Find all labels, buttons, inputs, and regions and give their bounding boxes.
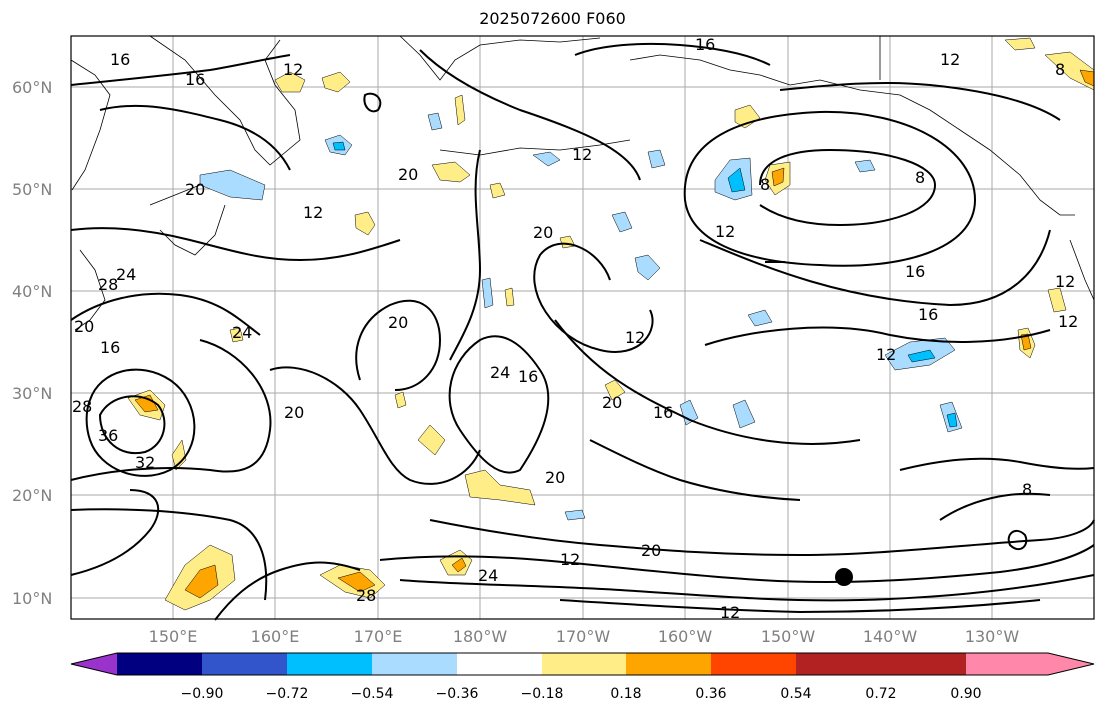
contour-label: 16 xyxy=(653,403,673,422)
lat-label: 30°N xyxy=(12,384,52,403)
colorbar-segment xyxy=(457,653,542,675)
contour-label: 8 xyxy=(1022,480,1032,499)
map-frame xyxy=(70,35,1095,620)
lon-label: 130°W xyxy=(965,627,1020,646)
lat-label: 40°N xyxy=(12,282,52,301)
lat-label: 50°N xyxy=(12,180,52,199)
contour-label: 32 xyxy=(135,453,155,472)
colorbar-extend-low xyxy=(71,653,117,675)
longitude-labels: 150°E 160°E 170°E 180°W 170°W 160°W 150°… xyxy=(149,627,1020,646)
lat-label: 60°N xyxy=(12,78,52,97)
contour-label: 24 xyxy=(116,265,136,284)
lon-label: 150°W xyxy=(761,627,816,646)
colorbar-tick-label: −0.36 xyxy=(436,686,479,702)
lon-label: 140°W xyxy=(863,627,918,646)
colorbar-tick-label: −0.90 xyxy=(181,686,224,702)
colorbar-extend-high-fill xyxy=(966,653,1094,675)
contour-label: 16 xyxy=(110,50,130,69)
contour-label: 20 xyxy=(641,541,661,560)
contour-label: 28 xyxy=(98,275,118,294)
colorbar-segment xyxy=(542,653,626,675)
contour-label: 20 xyxy=(545,468,565,487)
contour-label: 20 xyxy=(388,313,408,332)
contour-label: 12 xyxy=(1058,312,1078,331)
lon-label: 170°E xyxy=(354,627,403,646)
contour-label: 12 xyxy=(720,603,740,622)
colorbar-tick-label: −0.54 xyxy=(351,686,394,702)
colorbar-tick-label: 0.54 xyxy=(780,686,811,702)
contour-label: 12 xyxy=(572,145,592,164)
contour-label: 12 xyxy=(560,550,580,569)
contour-label: 16 xyxy=(695,35,715,54)
contour-label: 20 xyxy=(185,180,205,199)
contour-label: 8 xyxy=(915,168,925,187)
lon-label: 150°E xyxy=(149,627,198,646)
latitude-labels: 60°N 50°N 40°N 30°N 20°N 10°N xyxy=(12,78,52,608)
contour-label: 20 xyxy=(284,403,304,422)
location-marker xyxy=(835,568,853,586)
colorbar-tick-label: 0.90 xyxy=(950,686,981,702)
contour-label: 16 xyxy=(185,70,205,89)
contour-label: 20 xyxy=(74,317,94,336)
contour-label: 16 xyxy=(518,367,538,386)
colorbar-segment xyxy=(117,653,202,675)
contour-label: 12 xyxy=(303,203,323,222)
graticule xyxy=(71,36,1094,619)
lon-label: 180°W xyxy=(453,627,508,646)
colorbar-segment xyxy=(881,653,966,675)
lat-label: 20°N xyxy=(12,486,52,505)
colorbar-segment xyxy=(287,653,372,675)
contour-label: 16 xyxy=(918,305,938,324)
contour-label: 24 xyxy=(478,566,498,585)
lon-label: 160°E xyxy=(251,627,300,646)
contour-label: 12 xyxy=(715,222,735,241)
contour-label: 12 xyxy=(283,60,303,79)
colorbar-tick-label: −0.72 xyxy=(266,686,309,702)
colorbar-segment xyxy=(626,653,711,675)
colorbar-tick-label: −0.18 xyxy=(521,686,564,702)
contour-label: 16 xyxy=(905,262,925,281)
contour-label: 8 xyxy=(760,175,770,194)
colorbar-tick-label: 0.18 xyxy=(610,686,641,702)
contour-label: 28 xyxy=(356,586,376,605)
contour-label: 24 xyxy=(490,363,510,382)
colorbar-segment xyxy=(202,653,287,675)
map-title: 2025072600 F060 xyxy=(479,9,626,28)
colorbar-tick-label: 0.72 xyxy=(865,686,896,702)
contour-label: 12 xyxy=(1055,272,1075,291)
colorbar-tick-label: 0.36 xyxy=(695,686,726,702)
colorbar-segment xyxy=(796,653,881,675)
contour-label: 12 xyxy=(876,345,896,364)
contour-lines xyxy=(70,42,1095,621)
contour-label: 16 xyxy=(100,338,120,357)
shaded-fields xyxy=(127,37,1095,611)
contour-label: 20 xyxy=(533,223,553,242)
contour-label: 20 xyxy=(398,165,418,184)
colorbar-segment xyxy=(711,653,796,675)
lat-label: 10°N xyxy=(12,589,52,608)
contour-label: 12 xyxy=(625,328,645,347)
contour-labels: 16 16 16 12 12 12 12 12 12 12 12 12 8 8 … xyxy=(72,35,1078,622)
colorbar: −0.90 −0.72 −0.54 −0.36 −0.18 0.18 0.36 … xyxy=(70,652,1095,702)
colorbar-segment xyxy=(372,653,457,675)
contour-label: 20 xyxy=(602,393,622,412)
contour-label: 12 xyxy=(940,50,960,69)
lon-label: 170°W xyxy=(556,627,611,646)
contour-label: 36 xyxy=(98,426,118,445)
contour-label: 8 xyxy=(1055,60,1065,79)
colorbar-outline xyxy=(70,652,1095,676)
contour-label: 24 xyxy=(232,323,252,342)
contour-label: 28 xyxy=(72,397,92,416)
coastlines xyxy=(70,35,1095,331)
lon-label: 160°W xyxy=(658,627,713,646)
